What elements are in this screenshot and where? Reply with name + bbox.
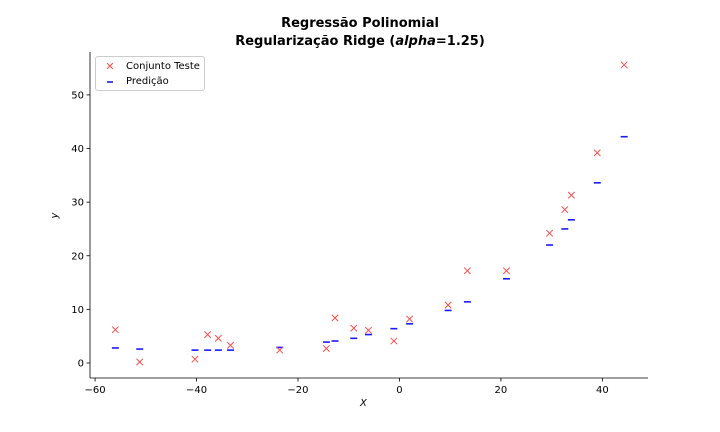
test-point-stroke (350, 324, 358, 332)
x-tick-label: 20 (495, 385, 508, 396)
test-point-stroke (406, 315, 414, 323)
test-point-stroke (322, 344, 330, 353)
x-tick-label: −60 (85, 385, 106, 396)
test-point (214, 334, 222, 342)
x-tick-label: −20 (287, 385, 308, 396)
test-point (331, 314, 339, 322)
test-point (322, 344, 330, 353)
y-tick-label: 20 (71, 251, 84, 262)
test-point (561, 206, 569, 214)
y-tick-label: 10 (71, 305, 84, 316)
test-point (191, 355, 199, 363)
test-point-stroke (191, 355, 199, 363)
plot-axes (89, 52, 648, 379)
chart-subtitle: Regularização Ridge (alpha=1.25) (0, 34, 720, 49)
subtitle-suffix: =1.25) (435, 34, 485, 49)
x-axis-label: X (360, 398, 367, 409)
test-point-stroke (136, 358, 144, 366)
tick-marks: −60 −40 −20 0 20 40 0 10 20 30 40 50 (71, 90, 608, 396)
test-point-stroke (502, 267, 511, 275)
legend-dash-marker-icon (96, 75, 124, 88)
test-point (567, 191, 575, 199)
chart-title: Regressão Polinomial (281, 16, 439, 31)
x-tick-label: 0 (396, 385, 402, 396)
legend: ✕ Conjunto Teste Predição (95, 56, 205, 91)
test-point-stroke (463, 267, 471, 275)
test-point-stroke (546, 229, 554, 237)
test-point (444, 301, 452, 309)
test-point-stroke (276, 346, 284, 354)
test-point-stroke (204, 331, 212, 339)
legend-x-marker-icon: ✕ (105, 59, 115, 73)
test-point-stroke (593, 149, 601, 157)
data-marks (111, 61, 628, 366)
test-point (406, 315, 414, 323)
test-point (276, 346, 284, 354)
test-point (593, 149, 601, 157)
test-point (502, 267, 511, 275)
test-point (204, 331, 212, 339)
test-point (390, 337, 398, 345)
test-point-stroke (620, 61, 628, 69)
y-tick-label: 40 (71, 144, 84, 155)
test-point (111, 326, 119, 334)
test-point-stroke (390, 337, 398, 345)
subtitle-prefix: Regularização Ridge ( (235, 34, 396, 49)
test-point (350, 324, 358, 332)
y-tick-label: 50 (71, 90, 84, 101)
test-point (364, 326, 373, 334)
legend-label-prediction: Predição (126, 75, 169, 87)
test-point (546, 229, 554, 237)
test-point (463, 267, 471, 275)
test-point-stroke (561, 206, 569, 214)
test-point-stroke (444, 301, 452, 309)
y-axis-label: y (49, 212, 61, 219)
legend-label-test: Conjunto Teste (126, 60, 200, 72)
legend-item-prediction: Predição (96, 74, 169, 88)
test-point-stroke (364, 326, 373, 334)
test-point-stroke (567, 191, 575, 199)
test-point (136, 358, 144, 366)
y-tick-label: 30 (71, 198, 84, 209)
y-tick-label: 0 (78, 358, 84, 369)
x-tick-label: 40 (596, 385, 609, 396)
test-point-stroke (331, 314, 339, 322)
test-point-stroke (226, 341, 235, 349)
test-point (620, 61, 628, 69)
test-point-stroke (111, 326, 119, 334)
test-point (226, 341, 235, 349)
subtitle-alpha: alpha (395, 34, 436, 49)
legend-item-test: ✕ Conjunto Teste (96, 59, 200, 73)
x-tick-label: −40 (186, 385, 207, 396)
test-point-stroke (214, 334, 222, 342)
